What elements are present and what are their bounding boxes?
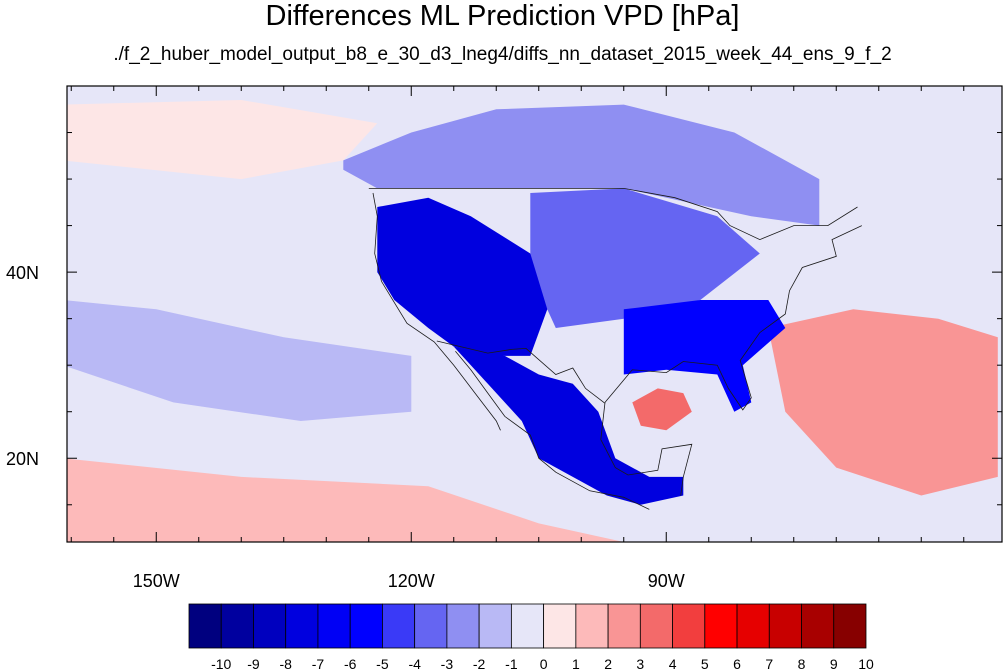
colorbar-swatch (414, 603, 448, 649)
colorbar-swatch (510, 603, 545, 649)
field-region (623, 300, 786, 412)
colorbar-swatch (768, 603, 802, 649)
x-tick-label: 90W (648, 571, 685, 591)
colorbar-label: -10 (211, 656, 231, 672)
colorbar-swatch (446, 603, 480, 649)
colorbar-label: 4 (669, 656, 677, 672)
chart-title: Differences ML Prediction VPD [hPa] (265, 0, 740, 32)
field-region (67, 100, 378, 180)
colorbar-label: 0 (540, 656, 548, 672)
y-tick-label: 40N (6, 263, 39, 283)
colorbar-label: 9 (830, 656, 838, 672)
colorbar-swatch (575, 603, 609, 649)
x-tick-label: 150W (133, 571, 180, 591)
colorbar: -10 -9 -8 -7 -6 -5 -4 -3 -2 -1 0 1 2 3 4 5 6 7 8 9 10 (188, 603, 874, 672)
colorbar-swatch (478, 603, 512, 649)
plot-frame (66, 85, 1003, 543)
field-region (343, 104, 820, 226)
colorbar-label: 7 (765, 656, 773, 672)
coastline (368, 188, 858, 241)
colorbar-swatch (672, 603, 706, 649)
colorbar-label: 2 (604, 656, 612, 672)
coastline-layer (368, 188, 862, 510)
colorbar-swatch (253, 603, 287, 649)
colorbar-label: -3 (441, 656, 454, 672)
colorbar-swatch (317, 603, 351, 649)
x-tick-label: 120W (388, 571, 435, 591)
field-layer (67, 86, 1002, 542)
axis-ticks: 150W 120W 90W 40N 20N (6, 86, 1002, 591)
coastline (436, 340, 606, 404)
colorbar-label: -1 (505, 656, 518, 672)
coastline (604, 225, 862, 411)
field-region (632, 388, 692, 431)
colorbar-label: -5 (376, 656, 389, 672)
colorbar-swatch (382, 603, 416, 649)
field-region (67, 458, 624, 542)
colorbar-label: 1 (572, 656, 580, 672)
coastline (600, 402, 693, 496)
colorbar-label: -2 (473, 656, 486, 672)
field-region (377, 197, 548, 356)
coastline (372, 192, 501, 431)
chart-subtitle: ./f_2_huber_model_output_b8_e_30_d3_lneg… (113, 44, 892, 65)
field-region (768, 309, 998, 496)
colorbar-swatch (736, 603, 770, 649)
field-region (67, 300, 412, 421)
colorbar-swatch (188, 603, 222, 649)
colorbar-swatch (801, 603, 835, 649)
colorbar-label: 3 (636, 656, 644, 672)
colorbar-swatch (704, 603, 738, 649)
y-tick-label: 20N (6, 449, 39, 469)
colorbar-swatch (220, 603, 254, 649)
field-region (530, 188, 760, 328)
colorbar-label: 8 (798, 656, 806, 672)
colorbar-label: -4 (408, 656, 421, 672)
coastline (455, 350, 650, 510)
colorbar-label: 5 (701, 656, 709, 672)
colorbar-swatch (349, 603, 383, 649)
colorbar-label: -6 (344, 656, 357, 672)
colorbar-swatch (639, 603, 673, 649)
field-region (453, 346, 684, 505)
colorbar-label: -9 (247, 656, 260, 672)
colorbar-swatch (285, 603, 319, 649)
colorbar-label: -7 (312, 656, 325, 672)
colorbar-label: 6 (733, 656, 741, 672)
colorbar-swatch (833, 603, 867, 649)
colorbar-swatch (543, 603, 577, 649)
colorbar-swatch (607, 603, 641, 649)
colorbar-label: -8 (279, 656, 292, 672)
colorbar-label: 10 (858, 656, 874, 672)
